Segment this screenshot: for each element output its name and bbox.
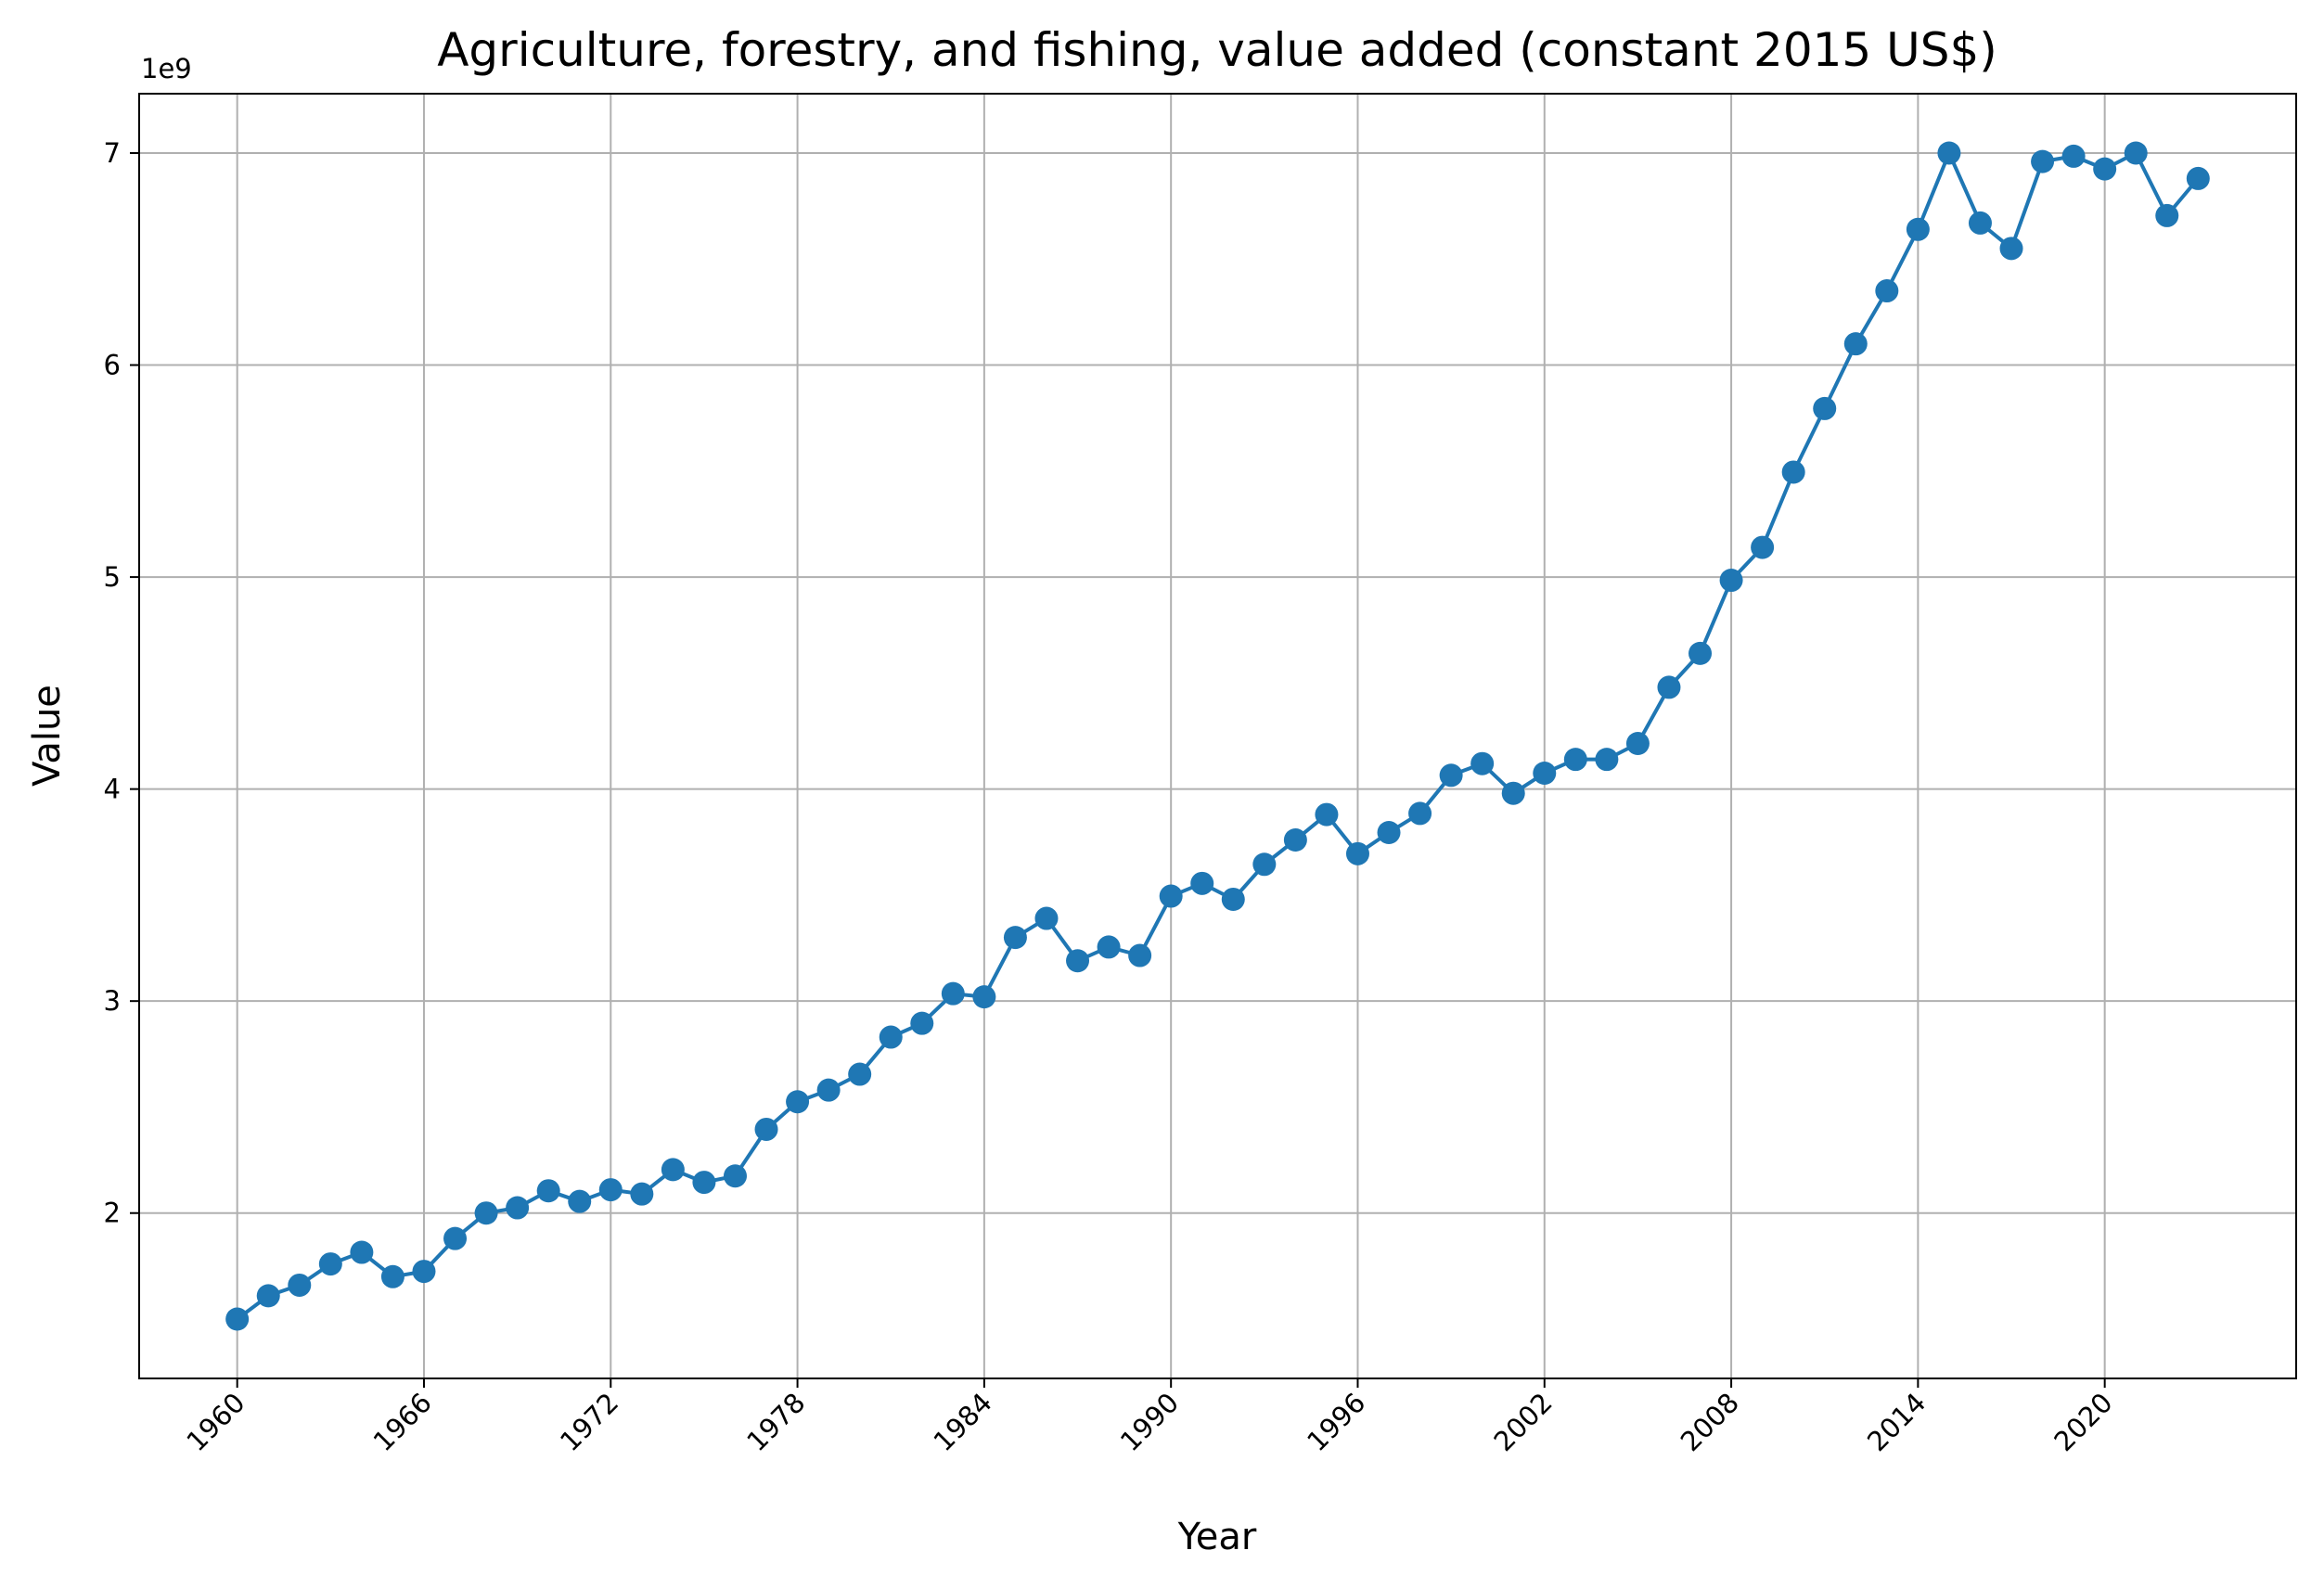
x-axis-label: Year	[1177, 1516, 1257, 1558]
data-point	[1345, 841, 1369, 865]
data-point	[723, 1164, 747, 1188]
data-point	[225, 1307, 250, 1331]
data-point	[2155, 203, 2179, 227]
data-point	[941, 981, 965, 1006]
data-point	[1688, 641, 1713, 665]
series-layer	[225, 141, 2210, 1331]
data-point	[910, 1011, 934, 1035]
data-point	[412, 1260, 436, 1284]
data-point	[1999, 237, 2023, 261]
data-point	[1968, 211, 1992, 235]
data-point	[443, 1226, 468, 1250]
data-point	[568, 1189, 592, 1213]
data-point	[1315, 802, 1339, 827]
data-point	[2186, 166, 2210, 190]
data-point	[630, 1182, 654, 1206]
data-point	[1283, 827, 1307, 852]
y-tick-label: 3	[104, 985, 121, 1017]
data-point	[692, 1171, 716, 1195]
y-tick-label: 7	[104, 137, 121, 169]
plot-frame	[138, 93, 2297, 1379]
data-point	[256, 1284, 280, 1308]
data-point	[1159, 884, 1183, 908]
data-point	[1034, 906, 1059, 930]
data-point	[1843, 332, 1868, 356]
data-point	[1533, 761, 1557, 785]
data-point	[1377, 820, 1401, 844]
data-point	[879, 1025, 903, 1049]
data-point	[816, 1078, 841, 1102]
data-point	[350, 1240, 374, 1264]
data-point	[380, 1264, 404, 1288]
data-point	[1595, 748, 1619, 772]
data-point	[318, 1252, 342, 1276]
data-point	[288, 1273, 312, 1297]
data-point	[536, 1179, 560, 1203]
data-point	[598, 1178, 623, 1202]
data-point	[1875, 279, 1899, 303]
data-point	[1937, 141, 1961, 165]
y-tick-label: 6	[104, 350, 121, 381]
grid-lines	[139, 94, 2296, 1378]
data-point	[1563, 748, 1587, 772]
y-tick-label: 5	[104, 561, 121, 593]
data-point	[1906, 217, 1930, 241]
data-point	[1625, 731, 1650, 755]
data-point	[661, 1158, 685, 1182]
y-tick-label: 2	[104, 1198, 121, 1229]
data-point	[2061, 144, 2086, 168]
data-point	[1751, 535, 1775, 559]
y-tick-label: 4	[104, 774, 121, 805]
data-point	[1439, 763, 1463, 788]
y-offset-label: 1e9	[141, 53, 192, 84]
data-point	[1813, 396, 1837, 420]
data-point	[1719, 569, 1743, 593]
y-axis-label: Value	[26, 685, 69, 787]
data-point	[2031, 149, 2055, 173]
data-point	[1252, 852, 1277, 877]
data-point	[2124, 141, 2148, 165]
data-point	[1657, 675, 1681, 699]
data-point	[1501, 781, 1525, 805]
data-point	[1190, 871, 1214, 895]
chart-title: Agriculture, forestry, and fishing, valu…	[437, 23, 1997, 77]
data-point	[506, 1196, 530, 1220]
data-point	[1781, 460, 1805, 484]
series-line	[236, 151, 2200, 1321]
data-point	[2093, 157, 2117, 181]
data-point	[972, 985, 996, 1009]
data-point	[786, 1090, 810, 1114]
y-axis: 2 3 4 5 6 7	[104, 137, 139, 1229]
data-point	[848, 1062, 872, 1086]
data-point	[1097, 935, 1121, 959]
data-point	[1066, 949, 1090, 973]
data-point	[1408, 801, 1432, 826]
data-point	[754, 1117, 778, 1141]
data-point	[474, 1201, 498, 1225]
data-point	[1470, 751, 1495, 775]
data-point	[1221, 887, 1245, 911]
data-point	[1128, 943, 1152, 967]
data-point	[1003, 926, 1027, 950]
